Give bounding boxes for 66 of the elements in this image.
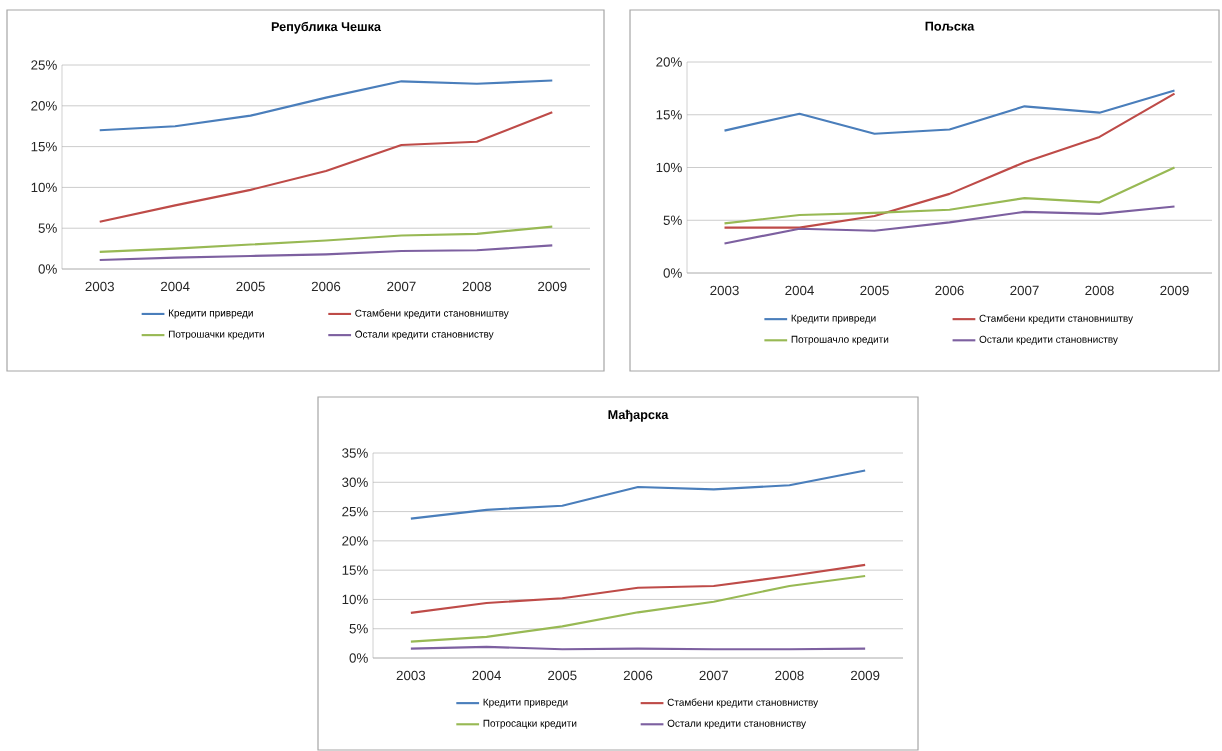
x-tick-label: 2006 — [311, 281, 341, 292]
y-tick-label: 15% — [656, 110, 682, 120]
y-tick-label: 0% — [349, 653, 368, 663]
x-tick-label: 2007 — [1010, 285, 1039, 296]
y-tick-label: 30% — [342, 477, 368, 488]
y-tick-label: 10% — [342, 594, 368, 605]
x-tick-label: 2003 — [85, 281, 114, 292]
chart-title: Пољска — [925, 21, 975, 31]
line-series — [98, 79, 554, 132]
legend-label: Стамбени кредити становништву — [979, 314, 1133, 324]
legend-label: Потрошачло кредити — [791, 335, 889, 345]
x-tick-label: 2006 — [935, 285, 964, 296]
y-tick-label: 35% — [342, 448, 368, 458]
legend-label: Кредити привреди — [168, 309, 253, 319]
x-tick-label: 2004 — [785, 285, 814, 296]
x-tick-label: 2005 — [860, 285, 889, 296]
legend-label: Стамбени кредити становниству — [667, 698, 819, 708]
legend-label: Кредити привреди — [483, 698, 568, 708]
line-series — [98, 244, 554, 262]
x-tick-label: 2008 — [462, 281, 492, 292]
y-tick-label: 15% — [31, 141, 57, 152]
x-tick-label: 2004 — [472, 670, 502, 681]
x-tick-label: 2006 — [623, 670, 653, 681]
y-tick-label: 25% — [342, 506, 368, 517]
legend-label: Остали кредити становниству — [667, 719, 806, 729]
x-tick-label: 2007 — [699, 670, 728, 681]
line-series — [723, 92, 1176, 229]
legend-label: Кредити привреди — [791, 314, 876, 324]
legend-label: Потрошачки кредити — [168, 330, 264, 340]
chart-title: Република Чешка — [271, 21, 382, 34]
legend-label: Потросацки кредити — [483, 719, 577, 729]
x-tick-label: 2007 — [387, 281, 416, 292]
line-series — [409, 563, 867, 614]
y-tick-label: 20% — [656, 57, 682, 67]
y-tick-label: 20% — [342, 536, 368, 546]
chart-title: Мађарска — [608, 409, 669, 422]
x-tick-label: 2008 — [1085, 285, 1114, 296]
y-tick-label: 15% — [342, 565, 368, 575]
line-series — [98, 225, 554, 253]
line-series — [723, 205, 1176, 245]
x-tick-label: 2004 — [160, 281, 190, 292]
y-tick-label: 25% — [31, 60, 57, 70]
y-tick-label: 0% — [663, 268, 682, 278]
x-tick-label: 2003 — [710, 285, 739, 296]
line-series — [723, 89, 1176, 135]
legend-label: Остали кредити становниству — [355, 330, 494, 340]
x-tick-label: 2003 — [396, 670, 426, 681]
y-tick-label: 5% — [38, 223, 57, 233]
y-tick-label: 5% — [663, 215, 682, 225]
y-tick-label: 10% — [31, 182, 57, 193]
line-series — [409, 574, 867, 643]
line-series — [723, 166, 1176, 225]
x-tick-label: 2009 — [1160, 285, 1189, 296]
x-tick-label: 2005 — [548, 670, 577, 681]
legend-label: Остали кредити становниству — [979, 335, 1118, 345]
y-tick-label: 5% — [349, 624, 368, 634]
x-tick-label: 2005 — [236, 281, 265, 292]
y-tick-label: 20% — [31, 101, 57, 111]
x-tick-label: 2009 — [850, 670, 880, 681]
x-tick-label: 2008 — [775, 670, 804, 681]
line-series — [98, 111, 554, 223]
y-tick-label: 10% — [656, 162, 682, 173]
line-series — [409, 469, 867, 520]
x-tick-label: 2009 — [538, 281, 567, 292]
legend-label: Стамбени кредити становништву — [355, 309, 509, 319]
y-tick-label: 0% — [38, 264, 57, 274]
